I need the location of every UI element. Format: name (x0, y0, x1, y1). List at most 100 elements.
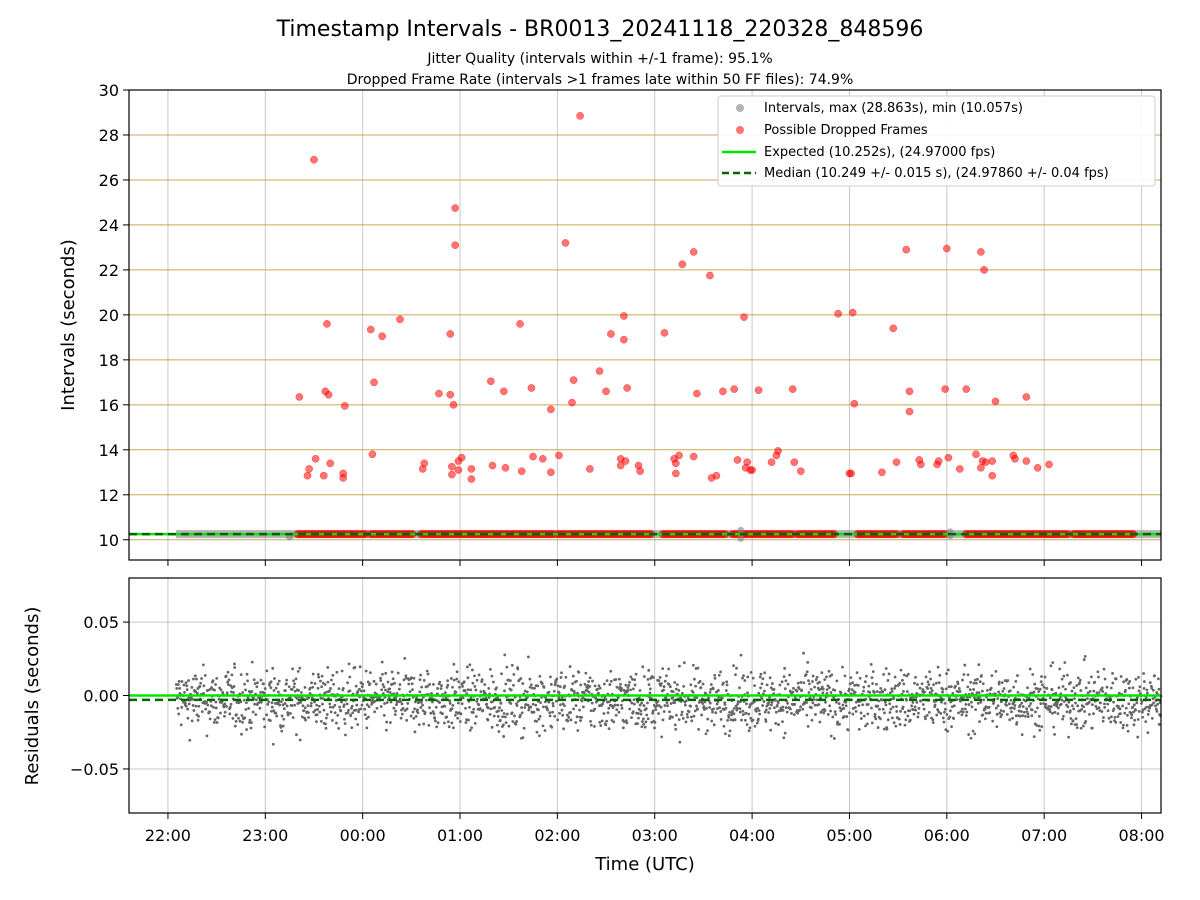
residual-point (405, 718, 409, 722)
residual-point (187, 696, 191, 700)
residual-point (822, 711, 826, 715)
residual-point (884, 667, 888, 670)
residual-point (1123, 711, 1127, 715)
residual-point (961, 710, 965, 714)
residual-point (632, 702, 636, 706)
residual-point (512, 683, 515, 687)
x-tick-label: 03:00 (632, 826, 678, 845)
residual-point (1110, 715, 1113, 719)
residual-point (323, 683, 327, 686)
residual-point (823, 709, 827, 712)
residual-point (423, 710, 427, 714)
residual-point (201, 663, 205, 667)
residual-point (941, 690, 944, 694)
residual-point (276, 690, 280, 694)
residual-point (893, 675, 897, 679)
residual-point (503, 715, 507, 719)
dropped-frame-point (326, 459, 335, 468)
residual-point (507, 724, 511, 728)
residual-point (322, 708, 326, 712)
dropped-frame-point (446, 330, 455, 338)
residual-point (185, 684, 189, 688)
residual-point (477, 673, 481, 677)
residual-point (438, 680, 442, 684)
residual-point (709, 683, 713, 686)
residual-point (910, 704, 914, 708)
residual-point (395, 703, 398, 706)
residual-point (858, 676, 862, 680)
residual-point (265, 669, 269, 673)
residual-point (1093, 680, 1097, 684)
residual-point (709, 687, 713, 691)
residual-point (878, 691, 882, 694)
residual-point (997, 680, 1001, 684)
residual-point (1132, 723, 1136, 727)
residual-point (631, 710, 635, 714)
residual-point (1125, 723, 1129, 727)
residual-point (525, 690, 529, 694)
residual-point (918, 686, 922, 690)
dropped-frame-point (620, 335, 628, 344)
residual-point (841, 703, 845, 707)
residual-point (244, 688, 247, 692)
residual-point (208, 717, 212, 721)
residual-point (1030, 708, 1034, 712)
residual-point (450, 721, 454, 725)
residual-point (316, 673, 320, 676)
residual-point (180, 705, 184, 709)
residual-point (1128, 679, 1132, 683)
residual-point (599, 724, 603, 727)
residual-point (319, 696, 323, 700)
residual-point (290, 688, 294, 691)
residual-point (594, 697, 598, 701)
residual-point (905, 690, 909, 693)
residual-point (799, 681, 803, 684)
residual-point (864, 697, 868, 701)
residual-point (658, 676, 662, 679)
residual-point (326, 666, 330, 669)
residual-point (939, 696, 943, 700)
residual-point (341, 687, 345, 690)
residual-point (277, 679, 281, 683)
residual-point (768, 676, 772, 680)
residual-point (801, 707, 805, 711)
residual-point (941, 716, 945, 720)
residual-point (312, 710, 316, 714)
residual-point (277, 700, 280, 704)
residual-point (315, 713, 319, 717)
residual-point (562, 727, 566, 731)
residual-point (557, 691, 561, 695)
residual-point (981, 713, 985, 717)
residual-point (796, 681, 800, 685)
residual-point (617, 677, 621, 681)
residual-point (642, 675, 646, 678)
residual-point (290, 704, 294, 707)
residual-point (579, 719, 582, 722)
residual-point (255, 685, 259, 689)
residual-point (678, 740, 682, 744)
residual-point (749, 716, 753, 720)
residual-point (1056, 712, 1060, 716)
residual-point (648, 691, 652, 695)
residual-point (748, 705, 751, 709)
residual-point (848, 682, 852, 686)
residual-point (498, 718, 502, 722)
dropped-frame-point (454, 466, 463, 474)
residual-point (949, 709, 952, 713)
residual-point (784, 679, 788, 683)
residual-point (838, 722, 841, 726)
residual-point (458, 685, 461, 689)
residual-point (1146, 731, 1150, 735)
residual-point (401, 707, 405, 710)
residual-point (969, 700, 973, 704)
residual-point (331, 718, 334, 722)
residual-point (1008, 689, 1012, 693)
residual-point (197, 704, 201, 708)
residual-point (600, 719, 604, 723)
residual-point (1109, 720, 1113, 724)
residual-point (474, 688, 478, 692)
residual-point (196, 691, 199, 695)
dropped-frame-point (451, 204, 460, 212)
residual-point (497, 730, 501, 733)
residual-point (738, 710, 742, 714)
